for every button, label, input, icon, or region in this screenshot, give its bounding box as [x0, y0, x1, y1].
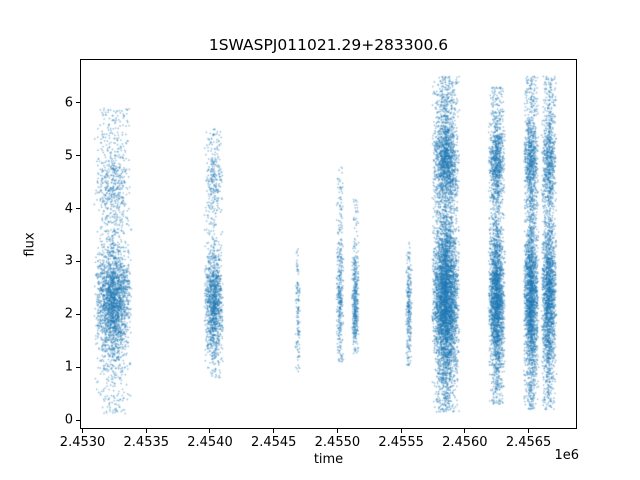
- x-tick-label: 2.4560: [442, 435, 488, 450]
- y-tick-mark: [76, 102, 80, 104]
- x-tick-mark: [464, 429, 466, 433]
- y-tick-label: 6: [64, 95, 73, 111]
- y-tick-label: 2: [64, 306, 73, 322]
- y-tick-label: 5: [64, 148, 73, 164]
- x-tick-label: 2.4550: [314, 435, 361, 450]
- x-axis-offset-label: 1e6: [554, 448, 579, 463]
- y-tick-label: 4: [64, 201, 73, 217]
- x-tick-mark: [400, 429, 402, 433]
- x-tick-label: 2.4535: [123, 435, 170, 450]
- x-tick-label: 2.4565: [505, 435, 552, 450]
- x-tick-mark: [82, 429, 84, 433]
- x-axis-label: time: [313, 452, 344, 467]
- y-tick-mark: [76, 313, 80, 315]
- x-tick-mark: [336, 429, 338, 433]
- y-tick-mark: [76, 208, 80, 210]
- x-tick-label: 2.4555: [378, 435, 424, 450]
- y-tick-label: 3: [64, 253, 73, 269]
- plot-area: [80, 59, 577, 429]
- y-tick-label: 0: [64, 412, 73, 428]
- x-tick-mark: [273, 429, 275, 433]
- x-tick-label: 2.4530: [59, 435, 106, 450]
- y-tick-mark: [76, 260, 80, 262]
- y-tick-mark: [76, 155, 80, 157]
- x-tick-label: 2.4540: [187, 435, 233, 450]
- x-tick-mark: [145, 429, 147, 433]
- y-tick-mark: [76, 366, 80, 368]
- x-tick-mark: [528, 429, 530, 433]
- y-tick-label: 1: [64, 359, 73, 375]
- plot-title: 1SWASPJ011021.29+283300.6: [208, 36, 449, 54]
- x-tick-label: 2.4545: [250, 435, 297, 450]
- y-tick-mark: [76, 419, 80, 421]
- x-tick-mark: [209, 429, 211, 433]
